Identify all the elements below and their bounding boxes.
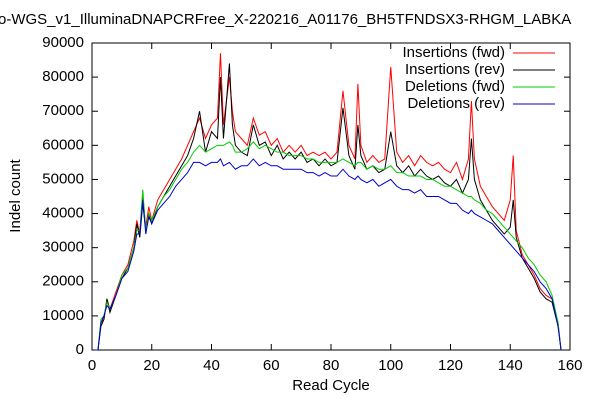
series-line <box>94 141 562 351</box>
x-tick-label: 120 <box>438 357 463 374</box>
x-tick-label: 100 <box>378 357 403 374</box>
x-tick-label: 40 <box>203 357 220 374</box>
y-tick-label: 0 <box>76 341 84 358</box>
y-tick-label: 20000 <box>42 273 84 290</box>
legend-label: Insertions (rev) <box>405 61 505 78</box>
x-axis-label: Read Cycle <box>292 377 370 394</box>
series-line <box>94 158 562 351</box>
y-tick-label: 60000 <box>42 136 84 153</box>
legend-label: Deletions (rev) <box>407 95 505 112</box>
y-axis-label: Indel count <box>7 158 24 232</box>
x-tick-label: 160 <box>557 357 582 374</box>
x-tick-label: 0 <box>88 357 96 374</box>
x-tick-label: 140 <box>498 357 523 374</box>
y-tick-label: 10000 <box>42 307 84 324</box>
y-tick-label: 50000 <box>42 170 84 187</box>
y-tick-label: 70000 <box>42 102 84 119</box>
y-tick-label: 90000 <box>42 34 84 51</box>
y-tick-label: 40000 <box>42 205 84 222</box>
y-tick-label: 30000 <box>42 239 84 256</box>
legend-label: Deletions (fwd) <box>405 78 505 95</box>
x-tick-label: 80 <box>323 357 340 374</box>
chart-title: o-WGS_v1_IlluminaDNAPCRFree_X-220216_A01… <box>0 11 571 28</box>
y-tick-label: 80000 <box>42 68 84 85</box>
legend-label: Insertions (fwd) <box>402 44 505 61</box>
x-tick-label: 20 <box>143 357 160 374</box>
x-tick-label: 60 <box>263 357 280 374</box>
